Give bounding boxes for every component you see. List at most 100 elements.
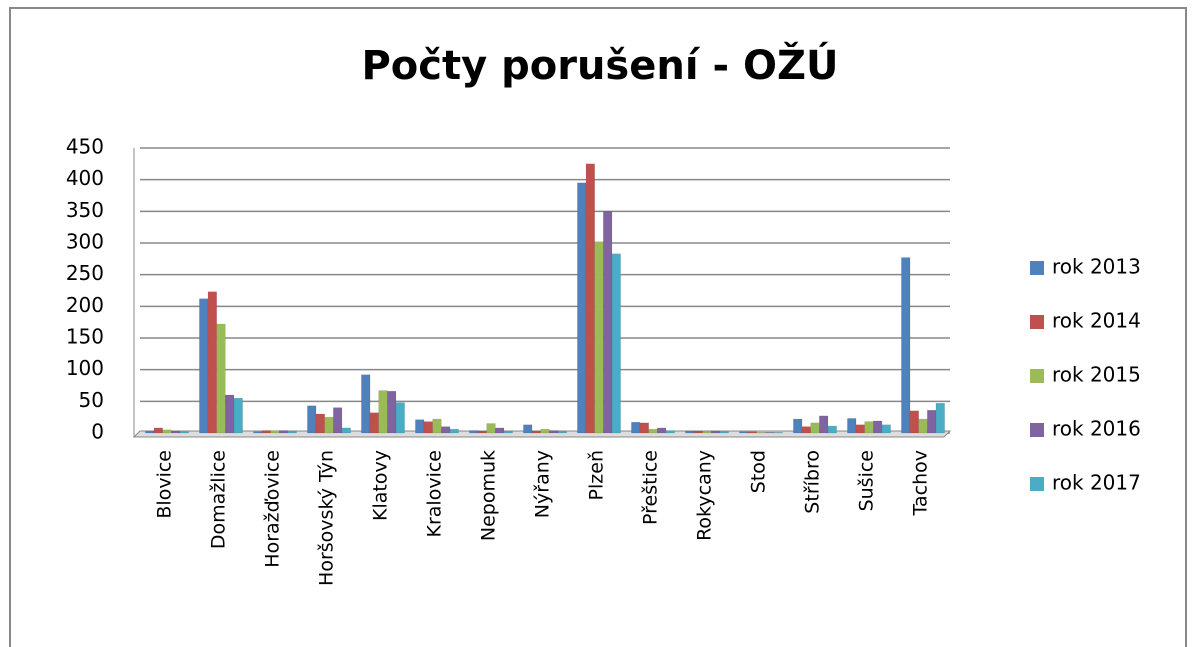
bar (369, 412, 379, 434)
bar (503, 430, 513, 434)
bar (773, 432, 783, 434)
bar (873, 420, 883, 434)
bar (179, 431, 189, 434)
bar (585, 163, 595, 434)
legend-label: rok 2014 (1052, 309, 1141, 333)
bar (540, 428, 550, 434)
bar (747, 431, 757, 434)
bar (162, 429, 172, 434)
bar (361, 374, 371, 434)
bar (387, 390, 397, 434)
bar (901, 257, 911, 434)
bar (145, 430, 155, 434)
bar (603, 211, 613, 434)
legend-label: rok 2017 (1052, 471, 1141, 495)
legend-swatch (1030, 369, 1044, 383)
bar (765, 432, 775, 434)
legend-swatch (1030, 315, 1044, 329)
bar (324, 416, 334, 434)
y-tick-label: 400 (66, 166, 104, 190)
bar (225, 394, 235, 434)
bar (719, 431, 729, 434)
bar (648, 428, 658, 434)
bar (577, 182, 587, 434)
chart-title: Počty porušení - OŽÚ (361, 41, 838, 89)
bar (739, 431, 749, 434)
bar (270, 430, 280, 434)
x-tick-label: Rokycany (694, 450, 716, 541)
bar (665, 430, 675, 434)
bar (469, 430, 479, 434)
bar (693, 430, 703, 434)
bar (495, 427, 505, 434)
bar (315, 413, 325, 434)
y-tick-label: 300 (66, 230, 104, 254)
x-tick-label: Přeštice (640, 450, 662, 525)
bar (756, 432, 766, 434)
bar (441, 426, 451, 434)
x-tick-label: Tachov (910, 450, 932, 516)
bar (847, 418, 857, 434)
bar (819, 415, 829, 434)
bar (881, 424, 891, 434)
bar (810, 422, 820, 434)
bar (378, 390, 388, 434)
bar (549, 430, 559, 434)
x-tick-label: Stříbro (802, 450, 824, 514)
bar (657, 427, 667, 434)
bar (253, 431, 263, 434)
bar (415, 419, 425, 434)
bar (611, 253, 621, 434)
bar (864, 421, 874, 434)
bar (279, 430, 289, 434)
bar (395, 402, 405, 434)
y-tick-label: 0 (91, 420, 104, 444)
bar (207, 291, 217, 434)
y-tick-label: 250 (66, 261, 104, 285)
bar (423, 421, 433, 434)
y-tick-label: 350 (66, 198, 104, 222)
bar (639, 422, 649, 434)
bar (477, 430, 487, 434)
x-tick-label: Blovice (154, 450, 176, 519)
x-tick-label: Plzeň (586, 450, 608, 500)
bar (432, 418, 442, 434)
bar (153, 427, 163, 434)
x-tick-label: Stod (748, 450, 770, 493)
bar (486, 423, 496, 434)
y-tick-label: 150 (66, 325, 104, 349)
bar (199, 298, 209, 434)
bar (333, 407, 343, 434)
bar (711, 430, 721, 434)
bar (216, 323, 226, 434)
x-tick-label: Sušice (856, 450, 878, 511)
bar (827, 425, 837, 434)
legend-label: rok 2015 (1052, 363, 1141, 387)
bar (449, 428, 459, 434)
bar (801, 426, 811, 434)
bar (557, 430, 567, 434)
bar (233, 397, 243, 434)
bar (927, 409, 937, 434)
x-tick-label: Horšovský Týn (316, 450, 338, 586)
legend-swatch (1030, 423, 1044, 437)
bar (307, 405, 317, 434)
legend-swatch (1030, 477, 1044, 491)
bar (341, 427, 351, 434)
x-tick-label: Klatovy (370, 450, 392, 521)
bar (631, 421, 641, 434)
y-tick-label: 200 (66, 293, 104, 317)
legend-label: rok 2013 (1052, 255, 1141, 279)
bar (287, 430, 297, 434)
bar (935, 402, 945, 434)
bar (261, 430, 271, 434)
bar (793, 418, 803, 434)
bar (531, 430, 541, 434)
y-tick-label: 100 (66, 356, 104, 380)
bar (523, 424, 533, 434)
bar (685, 430, 695, 434)
bar (702, 430, 712, 434)
x-tick-label: Kralovice (424, 450, 446, 537)
bar (909, 410, 919, 434)
